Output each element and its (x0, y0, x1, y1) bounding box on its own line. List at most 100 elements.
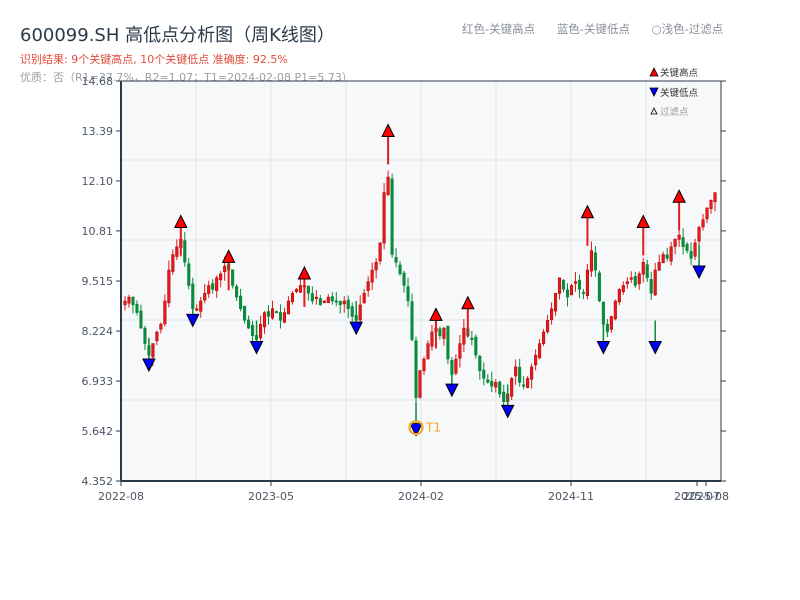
candle (641, 257, 645, 283)
candle (219, 271, 223, 288)
x-tick-label: 2025-08 (683, 490, 729, 503)
candle (538, 339, 542, 360)
plot-legend: 关键高点 关键低点 过滤点 (649, 67, 699, 118)
key-low-marker-icon (500, 404, 515, 419)
candle (502, 384, 506, 407)
candle (199, 296, 203, 318)
key-low-marker-icon (185, 313, 200, 328)
candle (362, 288, 366, 304)
key-low-marker-icon (648, 341, 663, 355)
candle (625, 277, 629, 289)
candle (298, 279, 302, 294)
candle (693, 238, 697, 260)
key-high-marker-icon (381, 123, 395, 137)
candle (159, 322, 163, 334)
candle (139, 304, 143, 329)
candle (394, 247, 398, 268)
candle (585, 263, 589, 300)
candle (266, 305, 271, 325)
candle (637, 271, 641, 290)
y-tick-label: 13.39 (82, 125, 114, 138)
candle (290, 291, 294, 305)
candle (553, 292, 558, 316)
candle (155, 330, 159, 346)
key-high-marker-icon (429, 307, 443, 321)
low-marker-icon (649, 87, 659, 97)
gridlines (121, 81, 721, 481)
candle (462, 318, 466, 353)
candle (294, 288, 298, 294)
candle (617, 288, 621, 306)
y-tick-label: 4.352 (82, 475, 114, 488)
legend-high-label: 关键高点 (660, 67, 699, 79)
key-high-marker-icon (636, 214, 651, 228)
candle (681, 228, 685, 255)
candle (326, 294, 330, 304)
key-high-marker-icon (672, 189, 686, 203)
pivot-markers: T1 (142, 123, 706, 437)
candle (211, 279, 215, 294)
candle (621, 281, 625, 295)
top-legend: 红色-关键高点 蓝色-关键低点 ○浅色-过滤点 (462, 21, 723, 37)
candle (123, 296, 127, 311)
y-tick-label: 8.224 (82, 325, 114, 338)
candle (127, 294, 131, 308)
candle (565, 283, 570, 307)
candle (689, 242, 693, 266)
y-tick-label: 14.68 (82, 75, 114, 88)
key-low-marker-icon (445, 383, 459, 398)
candle (342, 296, 346, 313)
candle (709, 199, 713, 214)
x-tick-label: 2024-02 (398, 490, 444, 503)
candle (282, 307, 287, 323)
candle (378, 242, 382, 265)
key-high-marker-icon (580, 204, 595, 219)
candle (470, 330, 474, 346)
candle (657, 254, 661, 271)
y-tick-label: 5.642 (82, 425, 114, 438)
candle (478, 354, 482, 380)
candle (581, 289, 585, 300)
candle (247, 315, 251, 329)
x-tick-label: 2024-11 (548, 490, 594, 503)
candle (494, 379, 498, 393)
candle (577, 274, 582, 299)
key-high-marker-icon (173, 214, 188, 228)
key-high-marker-icon (297, 265, 312, 280)
candle (366, 276, 370, 297)
candle (633, 271, 637, 288)
candle (426, 340, 430, 360)
candle (490, 371, 494, 393)
candle (314, 290, 318, 305)
candle (330, 292, 334, 305)
candle (422, 356, 426, 375)
candle (561, 279, 566, 293)
candle (318, 294, 322, 306)
y-tick-label: 9.515 (82, 275, 114, 288)
t1-ring-icon (408, 420, 424, 436)
candle (278, 304, 283, 329)
candle (542, 328, 546, 347)
candle (370, 262, 374, 290)
candle (243, 305, 247, 324)
candle (374, 257, 378, 279)
candle (701, 213, 705, 231)
candle (569, 283, 574, 296)
candle (665, 247, 669, 262)
candle (350, 302, 354, 322)
candle (207, 280, 211, 298)
candle (239, 288, 243, 312)
candle (235, 284, 239, 301)
key-low-marker-icon (692, 265, 706, 280)
candle (673, 238, 677, 255)
key-low-marker-icon (142, 358, 156, 373)
candle (274, 310, 279, 314)
candle (231, 269, 235, 289)
candle (203, 283, 207, 304)
axes: 4.352 5.642 6.933 8.224 9.515 10.81 12.10 13.39… (82, 75, 729, 503)
candle (183, 231, 187, 267)
candle (175, 239, 179, 260)
legend-red-high: 红色-关键高点 (462, 22, 536, 36)
candle (167, 260, 171, 308)
candle (649, 271, 653, 300)
